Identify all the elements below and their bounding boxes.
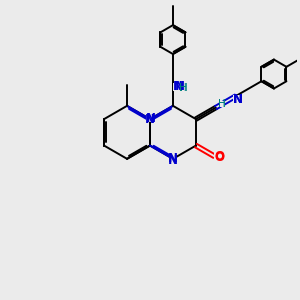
Text: N: N: [168, 152, 178, 165]
Bar: [169, 156, 177, 162]
Text: N: N: [233, 93, 243, 106]
Text: N: N: [145, 112, 155, 126]
Text: O: O: [214, 151, 225, 164]
Bar: [233, 95, 244, 103]
Text: H: H: [218, 99, 226, 109]
Bar: [214, 152, 225, 160]
Text: H: H: [179, 83, 187, 93]
Text: H: H: [180, 83, 188, 93]
Bar: [146, 116, 154, 122]
Text: N: N: [174, 80, 184, 93]
Text: N: N: [233, 93, 243, 106]
Text: H: H: [218, 99, 226, 109]
Bar: [219, 101, 225, 107]
Bar: [173, 82, 189, 91]
Text: N: N: [168, 154, 178, 167]
Text: O: O: [214, 150, 225, 163]
Text: N: N: [146, 112, 156, 125]
Text: N: N: [173, 80, 183, 93]
